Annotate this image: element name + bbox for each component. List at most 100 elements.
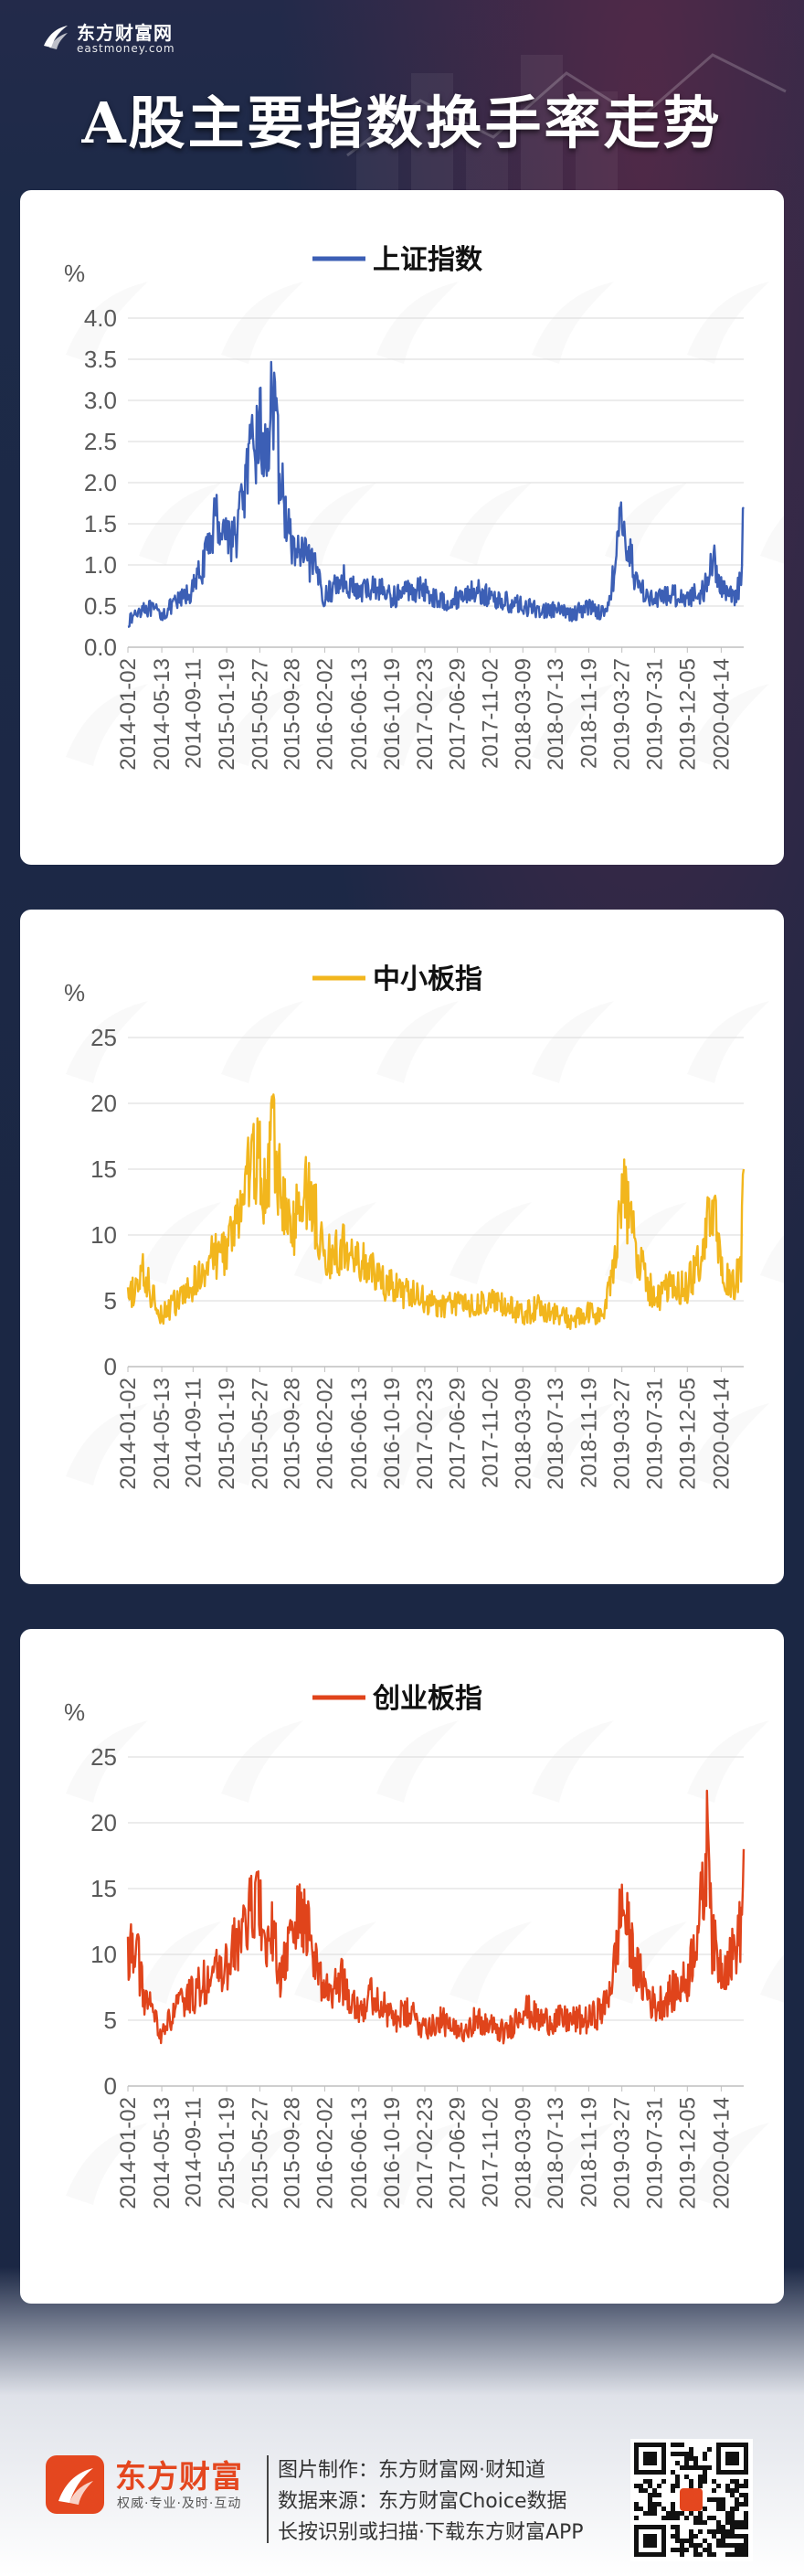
qr-module [661,2534,666,2539]
x-tick-label: 2019-12-05 [675,1378,700,1490]
qr-module [712,2516,716,2520]
qr-module [648,2452,652,2456]
x-tick-label: 2016-02-02 [312,1378,337,1490]
x-tick-label: 2017-11-02 [478,1378,503,1488]
x-tick-label: 2017-11-02 [478,2097,503,2208]
watermark-icon [450,1921,532,2004]
qr-module [671,2452,675,2456]
qr-module [661,2507,666,2511]
y-tick-label: 15 [90,1155,117,1183]
chart-chinext: 0 5 10 15 20 25% 创业板指 2014-01-02 2014-05-13 2014-… [64,1683,784,2209]
qr-module [707,2552,712,2557]
qr-module [671,2502,675,2507]
qr-module [721,2534,725,2539]
qr-module [716,2539,721,2543]
y-axis-label: % [64,979,85,1006]
qr-module [648,2552,652,2557]
qr-module [684,2539,689,2543]
qr-module [730,2493,735,2497]
x-tick-label: 2018-11-19 [577,658,601,769]
chart-shanghai: 0.0 0.5 1.0 1.5 2.0 2.5 3.0 3.5 4.0% 上证指数 2014-01-… [64,244,784,771]
qr-module [735,2534,739,2539]
qr-module [712,2529,716,2534]
qr-module [680,2543,684,2548]
qr-module [661,2456,666,2461]
qr-module [735,2456,739,2461]
series-line [127,360,745,628]
x-tick-label: 2016-06-13 [347,1378,372,1490]
qr-module [661,2479,666,2484]
qr-module [730,2525,735,2529]
y-tick-label: 25 [90,1024,117,1051]
qr-module [634,2516,639,2520]
qr-module [716,2452,721,2456]
watermark-icon [376,1001,459,1083]
qr-module [703,2507,707,2511]
qr-module [675,2539,680,2543]
qr-module [744,2493,748,2497]
qr-module [661,2516,666,2520]
qr-module [735,2543,739,2548]
y-tick-label: 0.0 [84,633,117,661]
qr-module [698,2484,703,2488]
qr-module [643,2534,648,2539]
watermark-icon [760,483,784,565]
qr-module [698,2511,703,2516]
x-tick-label: 2017-02-23 [413,2097,438,2209]
download-qr-code[interactable] [630,2439,753,2561]
qr-module [730,2529,735,2534]
qr-module [744,2552,748,2557]
x-tick-label: 2016-02-02 [312,658,337,771]
qr-module [643,2539,648,2543]
qr-module [643,2470,648,2475]
qr-module [730,2452,735,2456]
qr-module [675,2516,680,2520]
qr-module [707,2516,712,2520]
qr-module [661,2552,666,2557]
qr-module [721,2529,725,2534]
qr-module [661,2529,666,2534]
qr-module [716,2529,721,2534]
y-tick-label: 2.5 [84,428,117,455]
qr-module [698,2529,703,2534]
y-tick-label: 3.5 [84,346,117,373]
qr-module [744,2465,748,2470]
qr-module [721,2443,725,2447]
qr-module [730,2543,735,2548]
x-tick-label: 2014-05-13 [150,658,175,771]
qr-module [639,2488,643,2493]
qr-module [661,2461,666,2465]
y-tick-label: 1.5 [84,510,117,538]
watermark-icon [760,1921,784,2004]
qr-module [684,2461,689,2465]
qr-module [634,2465,639,2470]
qr-module [735,2552,739,2557]
chart-panel-smb: 0 5 10 15 20 25% 中小板指 2014-01-02 2014-05-13 2014-… [20,910,784,1584]
qr-module [689,2465,693,2470]
qr-module [680,2452,684,2456]
qr-module [675,2548,680,2552]
qr-module [712,2552,716,2557]
x-tick-label: 2018-07-13 [544,658,568,771]
qr-module [652,2461,657,2465]
qr-module [735,2470,739,2475]
footer-slogan: 权威·专业·及时·互动 [117,2496,242,2511]
qr-module [657,2493,661,2497]
footer-credit: 图片制作：东方财富网·财知道 [278,2459,545,2482]
watermark-icon [687,1001,769,1083]
qr-module [652,2539,657,2543]
eastmoney-app-logo [46,2455,104,2514]
qr-module [712,2497,716,2502]
qr-module [684,2452,689,2456]
x-tick-label: 2017-02-23 [413,658,438,771]
x-tick-label: 2018-11-19 [577,1378,601,1488]
y-tick-label: 0 [104,1353,117,1380]
qr-module [643,2488,648,2493]
qr-module [680,2443,684,2447]
x-tick-label: 2015-09-28 [280,1378,304,1490]
qr-module [716,2447,721,2452]
qr-module [707,2465,712,2470]
y-tick-label: 0 [104,2072,117,2100]
qr-module [739,2525,744,2529]
x-tick-label: 2017-06-29 [446,2097,471,2209]
